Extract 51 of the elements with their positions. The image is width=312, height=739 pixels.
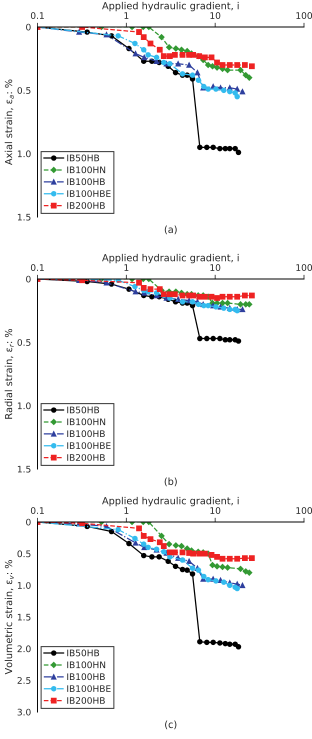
x-tick-label: 10 (210, 12, 220, 19)
text: (a) (164, 226, 177, 234)
y-tick-label: 2.0 (18, 645, 31, 652)
y-tick-label: 0.5 (17, 550, 30, 558)
legend-label: IB200HB (67, 697, 105, 704)
x-tick-label: 100 (296, 12, 312, 19)
text: (b) (164, 478, 177, 486)
y-tick-label: 0 (26, 24, 31, 31)
legend-label: IB50HB (67, 154, 100, 162)
legend-label: IB50HB (67, 406, 100, 414)
y-tick-label: 1.5 (18, 614, 30, 621)
legend-label: IB100HBE (67, 442, 111, 450)
legend-label: IB100HB (67, 673, 105, 680)
x-tick-label: 0.1 (30, 507, 44, 514)
x-tick-label: 0.1 (30, 12, 44, 19)
y-tick-label: 1.5 (18, 466, 30, 473)
x-axis-title: Applied hydraulic gradient, i (102, 254, 239, 264)
text: (c) (165, 720, 176, 730)
legend-label: IB100HN (67, 661, 106, 668)
x-tick-label: 100 (296, 264, 312, 271)
legend-label: IB100HB (67, 178, 105, 186)
x-tick-label: 1 (124, 507, 128, 514)
x-axis-title: Applied hydraulic gradient, i (102, 2, 239, 12)
x-tick-label: 100 (296, 507, 312, 514)
legend-label: IB100HB (67, 430, 105, 438)
legend-label: IB200HB (67, 454, 105, 461)
x-tick-label: 10 (210, 507, 220, 514)
x-tick-label: 1 (124, 12, 128, 19)
y-tick-label: 1.0 (18, 150, 31, 158)
y-tick-label: 2.5 (18, 677, 30, 684)
y-tick-label: 1.5 (18, 214, 30, 221)
y-tick-label: 0 (26, 276, 31, 283)
y-tick-label: 1.0 (18, 582, 31, 589)
legend-label: IB100HBE (67, 685, 111, 692)
x-tick-label: 1 (124, 264, 128, 271)
y-axis-title: Volumetric strain, ε$_{v}$: % (4, 560, 14, 674)
legend-label: IB200HB (67, 202, 105, 209)
y-axis-title: Axial strain, ε$_{a}$: % (4, 79, 14, 165)
legend-label: IB100HN (67, 418, 106, 426)
x-tick-label: 0.1 (30, 264, 44, 271)
y-tick-label: 0.5 (17, 339, 30, 346)
y-tick-label: 3.0 (18, 708, 31, 716)
y-tick-label: 0 (26, 518, 31, 526)
y-tick-label: 0.5 (17, 87, 30, 94)
y-axis-title: Radial strain, ε$_{r}$: % (4, 328, 14, 419)
y-tick-label: 1.0 (18, 402, 31, 410)
x-axis-title: Applied hydraulic gradient, i (102, 496, 239, 506)
legend-label: IB100HBE (67, 190, 111, 198)
x-tick-label: 10 (210, 264, 220, 271)
legend-label: IB50HB (67, 650, 100, 656)
legend-label: IB100HN (67, 166, 106, 174)
